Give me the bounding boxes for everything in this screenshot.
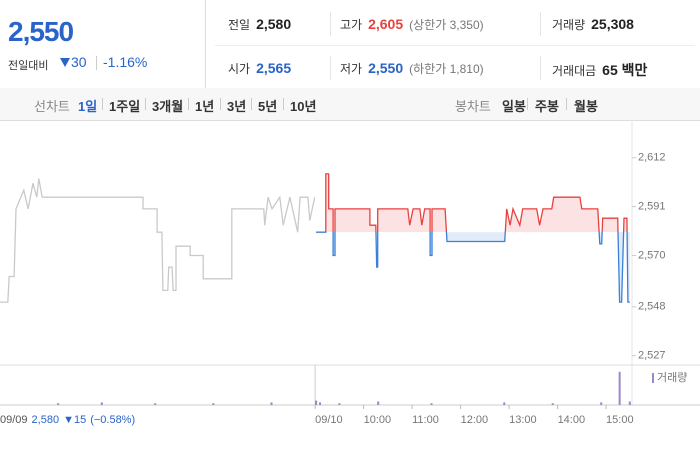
stat-value: 65 백만 [602,62,648,78]
current-price: 2,550 [8,16,74,47]
x-tick-label: 14:00 [558,414,586,426]
tab[interactable]: 3년 [227,99,247,114]
volume-legend-swatch [652,373,654,383]
y-tick-label: 2,548 [638,301,666,313]
divider [215,45,695,46]
stat-value: 2,565 [256,60,292,76]
tab-separator [566,98,567,110]
info-date: 09/09 [0,414,28,426]
tab[interactable]: 1년 [195,99,215,114]
chart: 2,612 2,591 2,570 2,548 2,527 09/10 10:00 11:00… [0,120,700,426]
stat-label: 거래량 [552,18,586,32]
x-tick-label: 09/10 [315,414,343,426]
volume-bar [270,402,273,405]
stat-label: 전일 [228,18,251,32]
stat-value: 2,605 [368,16,404,32]
volume-bar [430,403,433,405]
stat: 시가 2,565 [228,60,291,77]
y-tick-label: 2,591 [638,200,666,212]
volume-bar [618,371,621,405]
y-tick-label: 2,612 [638,152,666,164]
volume-bar [338,403,341,405]
stat-note: (하한가 1,810) [409,62,484,76]
down-icon [60,58,70,67]
stat-label: 저가 [340,62,363,76]
tab: 봉차트 [455,99,491,114]
x-tick-label: 12:00 [461,414,489,426]
y-tick-label: 2,570 [638,249,666,261]
change-label: 전일대비 [8,60,49,72]
tab[interactable]: 1주일 [109,99,141,114]
tab[interactable]: 1일 [78,99,98,114]
divider [205,0,206,88]
stat: 거래량 25,308 [552,16,634,33]
change: 30 [71,54,87,70]
change-pct: -1.16% [103,54,148,70]
quote-header: 2,550 전일대비 30 -1.16% 전일 2,580 고가 2,605 (상한가 … [0,0,700,89]
tab-separator [283,98,284,110]
stat: 저가 2,550 (하한가 1,810) [340,60,484,77]
volume-bar [57,403,60,405]
volume-legend: 거래량 [657,371,687,384]
volume-bar [319,402,321,405]
stat-label: 고가 [340,18,363,32]
tab[interactable]: 3개월 [152,99,184,114]
stat-value: 25,308 [591,16,634,32]
stat-value: 2,550 [368,60,404,76]
stat: 거래대금 65 백만 [552,60,647,80]
divider [330,56,331,80]
tab[interactable]: 5년 [258,99,278,114]
stat-value: 2,580 [256,16,292,32]
divider [540,12,541,36]
stat: 고가 2,605 (상한가 3,350) [340,16,484,33]
tab: 선차트 [34,99,70,114]
volume-bar [154,403,157,405]
stat: 전일 2,580 [228,16,291,33]
volume-bar [600,402,603,405]
info: 09/09 2,580 ▼15 (−0.58%) [0,414,135,426]
info-price: 2,580 [32,414,60,426]
tab-separator [251,98,252,110]
volume-bar [212,403,215,405]
chart-tabs: 선차트 1일 1주일 3개월 1년 3년 5년 10년 봉차트 일봉 주봉 월봉 [0,88,700,121]
volume-bar [100,402,103,405]
x-tick-label: 13:00 [509,414,537,426]
x-tick-label: 11:00 [412,414,439,426]
tab[interactable]: 월봉 [574,99,598,114]
tab-separator [527,98,528,110]
tab-separator [145,98,146,110]
volume-bar [503,402,506,405]
stat-label: 시가 [228,62,251,76]
divider [540,56,541,80]
stat-note: (상한가 3,350) [409,18,484,32]
price-line [0,178,316,303]
info-change-pct: (−0.58%) [90,414,135,426]
tab[interactable]: 주봉 [535,99,559,114]
volume-bar [377,401,380,405]
stat-label: 거래대금 [552,64,597,78]
info-change: ▼15 [63,414,86,426]
price-line [316,173,630,303]
x-tick-label: 10:00 [364,414,392,426]
volume-bar [628,401,631,405]
divider [96,56,97,70]
tab[interactable]: 10년 [290,99,317,114]
volume-bar [315,400,318,405]
y-tick-label: 2,527 [638,350,666,362]
x-tick-label: 15:00 [606,414,634,426]
volume-bar [551,403,554,405]
tab-separator [102,98,103,110]
tab-separator [188,98,189,110]
area [316,173,630,303]
tab-separator [220,98,221,110]
tab[interactable]: 일봉 [502,99,526,114]
divider [330,12,331,36]
